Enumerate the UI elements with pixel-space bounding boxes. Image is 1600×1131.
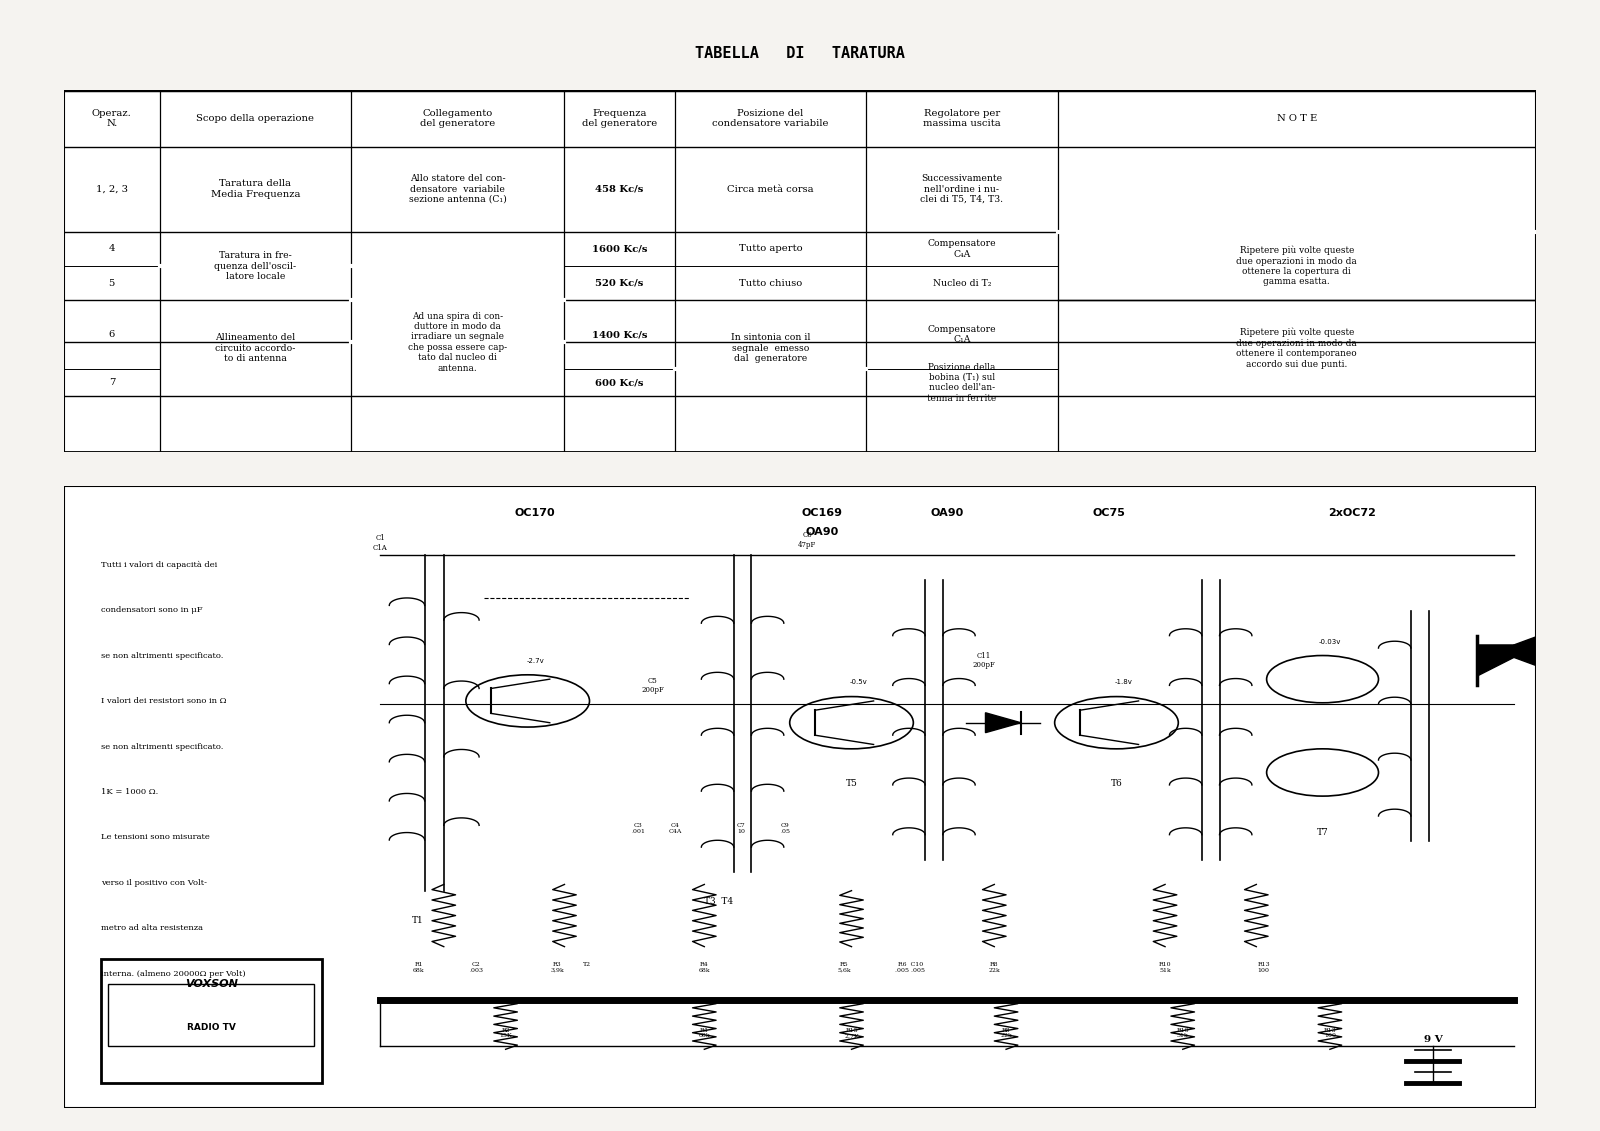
- Text: se non altrimenti specificato.: se non altrimenti specificato.: [101, 651, 222, 659]
- Text: TABELLA   DI   TARATURA: TABELLA DI TARATURA: [694, 46, 906, 61]
- Text: 600 Kc/s: 600 Kc/s: [595, 378, 643, 387]
- Text: Allineamento del
circuito accordo-
to di antenna: Allineamento del circuito accordo- to di…: [214, 334, 296, 363]
- Text: 5: 5: [109, 278, 115, 287]
- Text: I valori dei resistori sono in Ω: I valori dei resistori sono in Ω: [101, 697, 226, 706]
- Text: VOXSON: VOXSON: [184, 979, 238, 988]
- Text: In sintonia con il
segnale  emesso
dal  generatore: In sintonia con il segnale emesso dal ge…: [731, 334, 810, 363]
- Text: -2.7v: -2.7v: [526, 657, 544, 664]
- Text: R10
51k: R10 51k: [1158, 962, 1171, 973]
- Text: Ripetere più volte queste
due operazioni in modo da
ottenere la copertura di
gam: Ripetere più volte queste due operazioni…: [1237, 245, 1357, 286]
- Text: R1
68k: R1 68k: [413, 962, 424, 973]
- Text: -0.03v: -0.03v: [1318, 639, 1341, 645]
- Text: 1K = 1000 Ω.: 1K = 1000 Ω.: [101, 788, 158, 796]
- Text: R13
100: R13 100: [1323, 1027, 1336, 1038]
- Text: Frequenza
del generatore: Frequenza del generatore: [582, 109, 658, 128]
- Text: R15
2,7K: R15 2,7K: [845, 1027, 859, 1038]
- Text: C2
.003: C2 .003: [469, 962, 483, 973]
- Text: condensatori sono in μF: condensatori sono in μF: [101, 606, 203, 614]
- Text: T3  T4: T3 T4: [704, 897, 734, 906]
- Text: R2
15K: R2 15K: [499, 1027, 512, 1038]
- Text: 9 V: 9 V: [1424, 1036, 1442, 1044]
- Text: -1.8v: -1.8v: [1115, 680, 1133, 685]
- Text: 7: 7: [109, 378, 115, 387]
- Text: Nucleo di T₂: Nucleo di T₂: [933, 278, 990, 287]
- Bar: [109, 984, 314, 1046]
- Text: C11
200pF: C11 200pF: [973, 651, 995, 670]
- Text: R6  C10
.005 .005: R6 C10 .005 .005: [896, 962, 925, 973]
- Text: R3
3,9k: R3 3,9k: [550, 962, 563, 973]
- Text: verso il positivo con Volt-: verso il positivo con Volt-: [101, 879, 206, 887]
- Text: 2xOC72: 2xOC72: [1328, 508, 1376, 518]
- Text: R10
51k: R10 51k: [1176, 1027, 1189, 1038]
- Polygon shape: [986, 713, 1021, 733]
- Text: OA90: OA90: [931, 508, 963, 518]
- Text: T7: T7: [1317, 828, 1328, 837]
- Text: N O T E: N O T E: [1277, 114, 1317, 123]
- Text: Compensatore
C₄A: Compensatore C₄A: [928, 239, 997, 259]
- Text: interna. (almeno 20000Ω per Volt): interna. (almeno 20000Ω per Volt): [101, 969, 245, 977]
- Text: T6: T6: [1110, 778, 1122, 787]
- Text: Scopo della operazione: Scopo della operazione: [197, 114, 314, 123]
- Text: 458 Kc/s: 458 Kc/s: [595, 184, 643, 193]
- Text: C7
10: C7 10: [736, 823, 746, 834]
- Text: Posizione della
bobina (T₁) sul
nucleo dell'an-
tenna in ferrite: Posizione della bobina (T₁) sul nucleo d…: [928, 363, 997, 403]
- Text: R8
22k: R8 22k: [989, 962, 1000, 973]
- Text: R5
5,6k: R5 5,6k: [837, 962, 851, 973]
- Text: OA90: OA90: [805, 527, 838, 537]
- Text: T1: T1: [411, 916, 422, 924]
- Text: -0.5v: -0.5v: [850, 680, 867, 685]
- Text: OC75: OC75: [1093, 508, 1125, 518]
- Text: OC169: OC169: [802, 508, 843, 518]
- Text: Collegamento
del generatore: Collegamento del generatore: [421, 109, 496, 128]
- Text: R8
22k: R8 22k: [1000, 1027, 1011, 1038]
- Text: C6
47pF: C6 47pF: [798, 532, 816, 549]
- Text: Taratura in fre-
quenza dell'oscil-
latore locale: Taratura in fre- quenza dell'oscil- lato…: [214, 251, 296, 280]
- Text: metro ad alta resistenza: metro ad alta resistenza: [101, 924, 203, 932]
- Text: Circa metà corsa: Circa metà corsa: [728, 184, 814, 193]
- Text: R13
100: R13 100: [1258, 962, 1270, 973]
- Text: Regolatore per
massima uscita: Regolatore per massima uscita: [923, 109, 1000, 128]
- Text: 6: 6: [109, 330, 115, 339]
- Bar: [101, 959, 322, 1083]
- Text: 1400 Kc/s: 1400 Kc/s: [592, 330, 648, 339]
- Text: C3
.001: C3 .001: [630, 823, 645, 834]
- Text: 1600 Kc/s: 1600 Kc/s: [592, 244, 648, 253]
- Text: se non altrimenti specificato.: se non altrimenti specificato.: [101, 743, 222, 751]
- Text: C4
C4A: C4 C4A: [669, 823, 682, 834]
- Text: T5: T5: [845, 778, 858, 787]
- Text: T2: T2: [582, 962, 590, 967]
- Text: OC170: OC170: [515, 508, 555, 518]
- Text: R4
68k: R4 68k: [699, 1027, 710, 1038]
- Text: Tutti i valori di capacità dei: Tutti i valori di capacità dei: [101, 561, 218, 569]
- Text: RADIO TV: RADIO TV: [187, 1024, 235, 1031]
- Text: Taratura della
Media Frequenza: Taratura della Media Frequenza: [211, 180, 301, 199]
- Text: C9
.05: C9 .05: [781, 823, 790, 834]
- Text: Ripetere più volte queste
due operazioni in modo da
ottenere il contemporaneo
ac: Ripetere più volte queste due operazioni…: [1237, 328, 1357, 369]
- Text: Ad una spira di con-
duttore in modo da
irradiare un segnale
che possa essere ca: Ad una spira di con- duttore in modo da …: [408, 311, 507, 372]
- Text: Posizione del
condensatore variabile: Posizione del condensatore variabile: [712, 109, 829, 128]
- Text: 4: 4: [109, 244, 115, 253]
- Text: Tutto aperto: Tutto aperto: [739, 244, 802, 253]
- Text: 1, 2, 3: 1, 2, 3: [96, 184, 128, 193]
- Text: Allo statore del con-
densatore  variabile
sezione antenna (C₁): Allo statore del con- densatore variabil…: [410, 174, 507, 204]
- Text: C5
200pF: C5 200pF: [642, 676, 664, 694]
- Text: Operaz.
N.: Operaz. N.: [91, 109, 131, 128]
- Text: 520 Kc/s: 520 Kc/s: [595, 278, 643, 287]
- Text: C1
C1A: C1 C1A: [373, 535, 387, 552]
- Polygon shape: [1514, 632, 1547, 670]
- Text: Successivamente
nell'ordine i nu-
clei di T5, T4, T3.: Successivamente nell'ordine i nu- clei d…: [920, 174, 1003, 204]
- Text: Tutto chiuso: Tutto chiuso: [739, 278, 802, 287]
- Polygon shape: [1477, 645, 1514, 676]
- Text: R4
68k: R4 68k: [699, 962, 710, 973]
- Text: Le tensioni sono misurate: Le tensioni sono misurate: [101, 834, 210, 841]
- Text: Compensatore
C₁A: Compensatore C₁A: [928, 325, 997, 345]
